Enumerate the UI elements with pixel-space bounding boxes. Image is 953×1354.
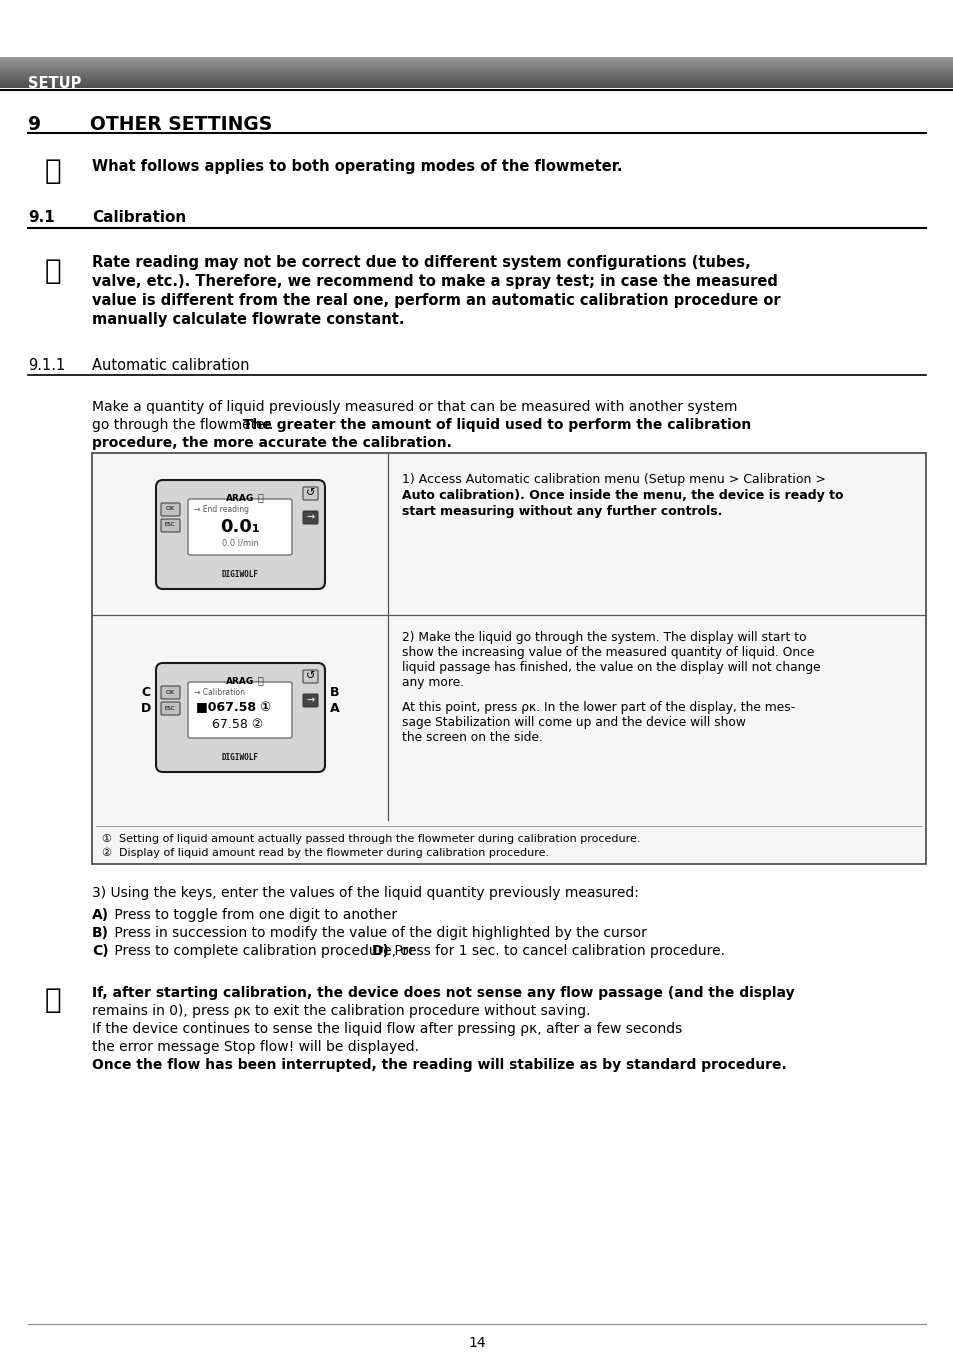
Text: ARAG: ARAG [226, 677, 253, 686]
Text: Calibration: Calibration [91, 210, 186, 225]
Text: 0.0₁: 0.0₁ [220, 519, 259, 536]
Text: OK: OK [165, 506, 174, 512]
FancyBboxPatch shape [303, 695, 317, 707]
Bar [91, 454, 925, 864]
Text: go through the flowmeter.: go through the flowmeter. [91, 418, 274, 432]
Text: OTHER SETTINGS: OTHER SETTINGS [90, 115, 272, 134]
Text: ARAG: ARAG [226, 494, 253, 502]
Text: ESC: ESC [165, 523, 175, 528]
Text: 9: 9 [28, 115, 41, 134]
Text: 67.58 ②: 67.58 ② [195, 718, 263, 731]
Text: Once the flow has been interrupted, the reading will stabilize as by standard pr: Once the flow has been interrupted, the … [91, 1057, 786, 1072]
Text: the screen on the side.: the screen on the side. [401, 731, 542, 743]
Text: the error message Stop flow! will be displayed.: the error message Stop flow! will be dis… [91, 1040, 418, 1053]
Text: show the increasing value of the measured quantity of liquid. Once: show the increasing value of the measure… [401, 646, 814, 659]
Text: liquid passage has finished, the value on the display will not change: liquid passage has finished, the value o… [401, 661, 820, 674]
Text: Rate reading may not be correct due to different system configurations (tubes,: Rate reading may not be correct due to d… [91, 255, 750, 269]
Text: The greater the amount of liquid used to perform the calibration: The greater the amount of liquid used to… [238, 418, 751, 432]
Text: →: → [307, 695, 314, 705]
Text: Press for 1 sec. to cancel calibration procedure.: Press for 1 sec. to cancel calibration p… [390, 944, 724, 959]
Text: If, after starting calibration, the device does not sense any flow passage (and : If, after starting calibration, the devi… [91, 986, 794, 1001]
Text: 9.1.1: 9.1.1 [28, 357, 65, 372]
Text: 0.0 l/min: 0.0 l/min [221, 539, 258, 547]
FancyBboxPatch shape [303, 510, 317, 524]
Text: remains in 0), press ρκ to exit the calibration procedure without saving.: remains in 0), press ρκ to exit the cali… [91, 1005, 590, 1018]
Text: DIGIWOLF: DIGIWOLF [221, 753, 258, 762]
Text: 🦅: 🦅 [257, 492, 264, 502]
Text: → End reading: → End reading [193, 505, 249, 515]
Text: ■067.58 ①: ■067.58 ① [195, 701, 271, 715]
Text: 9.1: 9.1 [28, 210, 54, 225]
FancyBboxPatch shape [188, 682, 292, 738]
FancyBboxPatch shape [161, 502, 180, 516]
Text: 2) Make the liquid go through the system. The display will start to: 2) Make the liquid go through the system… [401, 631, 806, 645]
Text: ↺: ↺ [306, 672, 315, 681]
FancyBboxPatch shape [161, 686, 180, 699]
Text: →: → [307, 512, 314, 523]
Text: ✋: ✋ [45, 986, 62, 1014]
Text: Press in succession to modify the value of the digit highlighted by the cursor: Press in succession to modify the value … [110, 926, 646, 940]
Text: Make a quantity of liquid previously measured or that can be measured with anoth: Make a quantity of liquid previously mea… [91, 399, 737, 414]
Text: Auto calibration). Once inside the menu, the device is ready to: Auto calibration). Once inside the menu,… [401, 489, 842, 502]
Text: ✋: ✋ [45, 257, 62, 284]
Text: SETUP: SETUP [28, 76, 81, 91]
Text: OK: OK [165, 689, 174, 695]
Text: any more.: any more. [401, 676, 464, 689]
FancyBboxPatch shape [188, 500, 292, 555]
Text: 14: 14 [468, 1336, 485, 1350]
Text: ↺: ↺ [306, 487, 315, 498]
Text: → Calibration: → Calibration [193, 688, 245, 697]
Text: ✋: ✋ [45, 157, 62, 185]
Text: procedure, the more accurate the calibration.: procedure, the more accurate the calibra… [91, 436, 452, 450]
Text: D: D [141, 701, 151, 715]
Text: D): D) [372, 944, 390, 959]
Text: Press to toggle from one digit to another: Press to toggle from one digit to anothe… [110, 909, 396, 922]
Text: If the device continues to sense the liquid flow after pressing ρκ, after a few : If the device continues to sense the liq… [91, 1022, 681, 1036]
Text: C: C [142, 685, 151, 699]
Text: ②  Display of liquid amount read by the flowmeter during calibration procedure.: ② Display of liquid amount read by the f… [102, 848, 549, 858]
Text: 3) Using the keys, enter the values of the liquid quantity previously measured:: 3) Using the keys, enter the values of t… [91, 886, 639, 900]
Text: DIGIWOLF: DIGIWOLF [221, 570, 258, 580]
Text: ①  Setting of liquid amount actually passed through the flowmeter during calibra: ① Setting of liquid amount actually pass… [102, 834, 639, 844]
Text: manually calculate flowrate constant.: manually calculate flowrate constant. [91, 311, 404, 328]
Text: valve, etc.). Therefore, we recommend to make a spray test; in case the measured: valve, etc.). Therefore, we recommend to… [91, 274, 777, 288]
Text: ESC: ESC [165, 705, 175, 711]
Text: B: B [330, 685, 339, 699]
Text: Automatic calibration: Automatic calibration [91, 357, 250, 372]
FancyBboxPatch shape [161, 519, 180, 532]
FancyBboxPatch shape [161, 701, 180, 715]
Text: A: A [330, 701, 339, 715]
FancyBboxPatch shape [303, 670, 317, 682]
FancyBboxPatch shape [303, 487, 317, 500]
Text: At this point, press ρκ. In the lower part of the display, the mes-: At this point, press ρκ. In the lower pa… [401, 701, 795, 714]
Text: 🦅: 🦅 [257, 676, 264, 685]
Text: A): A) [91, 909, 109, 922]
Text: B): B) [91, 926, 109, 940]
FancyBboxPatch shape [156, 481, 325, 589]
Text: 1) Access Automatic calibration menu (Setup menu > Calibration >: 1) Access Automatic calibration menu (Se… [401, 473, 825, 486]
Text: start measuring without any further controls.: start measuring without any further cont… [401, 505, 721, 519]
Text: C): C) [91, 944, 109, 959]
Text: sage Stabilization will come up and the device will show: sage Stabilization will come up and the … [401, 716, 745, 728]
Text: What follows applies to both operating modes of the flowmeter.: What follows applies to both operating m… [91, 158, 622, 175]
Text: Press to complete calibration procedure, or: Press to complete calibration procedure,… [110, 944, 418, 959]
Text: value is different from the real one, perform an automatic calibration procedure: value is different from the real one, pe… [91, 292, 780, 307]
FancyBboxPatch shape [156, 663, 325, 772]
